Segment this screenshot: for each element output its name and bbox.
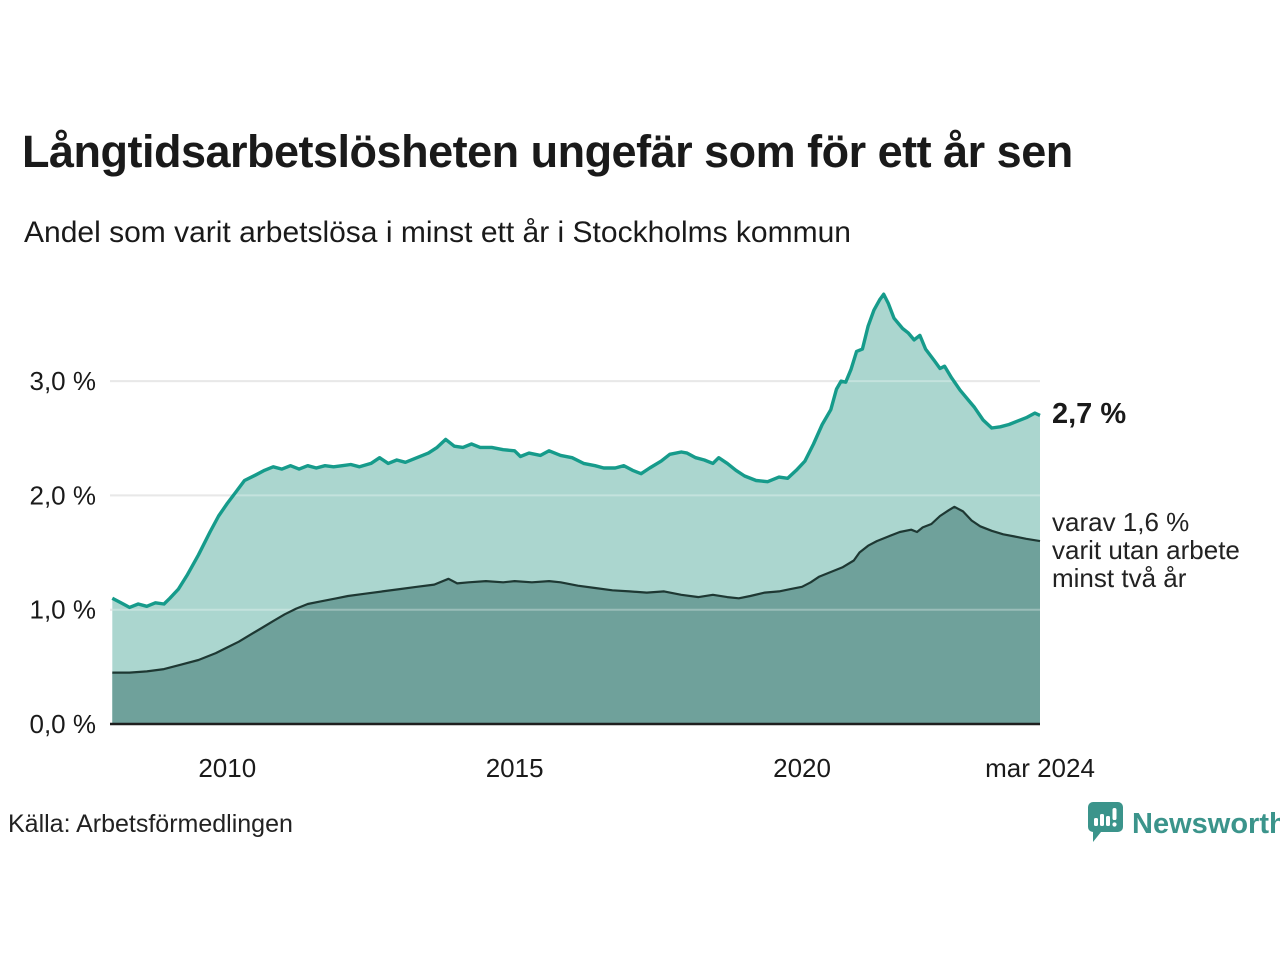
y-axis-tick-label: 3,0 % [30, 366, 97, 396]
y-axis-tick-label: 2,0 % [30, 480, 97, 510]
newsworthy-wordmark: Newsworthy [1132, 808, 1280, 840]
page-title: Långtidsarbetslösheten ungefär som för e… [22, 126, 1073, 177]
line-subset-two-years [112, 505, 1041, 674]
x-axis-tick-label: 2010 [198, 753, 256, 783]
subset-annotation: varav 1,6 % varit utan arbete minst två … [1052, 508, 1240, 592]
line-total-one-year [111, 292, 1041, 610]
y-axis-tick-label: 0,0 % [30, 709, 97, 739]
area-subset-two-years [112, 506, 1041, 724]
x-axis-tick-label: 2015 [486, 753, 544, 783]
y-axis-tick-label: 1,0 % [30, 595, 97, 625]
subset-annotation-line-1: varav 1,6 % [1052, 507, 1190, 537]
x-axis-tick-label: mar 2024 [985, 753, 1095, 783]
chart-subtitle: Andel som varit arbetslösa i minst ett å… [24, 216, 851, 249]
subset-annotation-line-3: minst två år [1052, 563, 1187, 593]
newsworthy-branding: Newsworthy [1087, 801, 1280, 848]
subset-annotation-line-2: varit utan arbete [1052, 535, 1240, 565]
newsworthy-logo-icon [1087, 801, 1124, 848]
x-axis-tick-label: 2020 [773, 753, 831, 783]
total-value-label: 2,7 % [1052, 398, 1127, 430]
source-credit: Källa: Arbetsförmedlingen [8, 810, 293, 838]
